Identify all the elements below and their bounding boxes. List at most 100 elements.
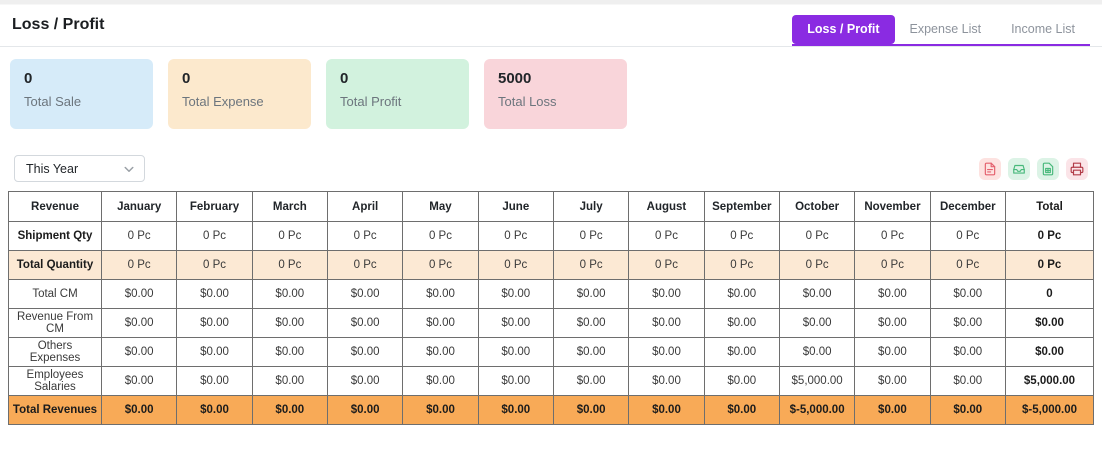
table-cell: $0.00: [176, 308, 253, 338]
column-header: September: [703, 191, 780, 222]
total-profit-label: Total Profit: [340, 94, 402, 109]
column-header: Total: [1005, 191, 1094, 222]
table-head-row: Revenue January February March April May June J…: [8, 191, 1094, 222]
column-header: Revenue: [8, 191, 102, 222]
table-cell: 0 Pc: [100, 250, 178, 280]
table-cell: 0 Pc: [703, 221, 780, 251]
summary-cards: 0 Total Sale 0 Total Expense 0 Total Pro…: [0, 47, 1102, 129]
table-row: Shipment Qty 0 Pc 0 Pc 0 Pc 0 Pc 0 Pc 0 Pc 0 Pc…: [8, 221, 1094, 251]
table-cell: 0 Pc: [1005, 250, 1094, 280]
table-cell: 0 Pc: [929, 221, 1007, 251]
table-cell: $0.00: [176, 279, 253, 309]
table-cell: $0.00: [1005, 337, 1094, 367]
tab-loss-profit[interactable]: Loss / Profit: [792, 15, 895, 44]
table-cell: 0 Pc: [100, 221, 178, 251]
page-title: Loss / Profit: [12, 16, 105, 33]
table-cell: $0.00: [402, 337, 479, 367]
total-expense-label: Total Expense: [182, 94, 264, 109]
table-cell: 0 Pc: [326, 250, 404, 280]
table-cell: $0.00: [628, 308, 705, 338]
table-cell: $0.00: [477, 337, 554, 367]
tab-expense-list[interactable]: Expense List: [909, 22, 982, 36]
table-row: Total CM $0.00 $0.00 $0.00 $0.00 $0.00 $0.00 $0…: [8, 279, 1094, 309]
table-cell: $0.00: [703, 395, 780, 425]
table-cell: $0.00: [402, 395, 479, 425]
table-cell: $0.00: [326, 395, 404, 425]
table-cell: $0.00: [854, 337, 931, 367]
excel-export-button[interactable]: [1037, 157, 1059, 180]
table-cell: 0 Pc: [251, 250, 328, 280]
table-cell: 0 Pc: [477, 221, 554, 251]
row-label: Employees Salaries: [8, 366, 102, 396]
table-cell: $0.00: [251, 279, 328, 309]
total-sale-value: 0: [24, 70, 33, 87]
tab-bar: Loss / Profit Expense List Income List: [792, 15, 1090, 46]
page-top-edge: [0, 0, 1102, 5]
table-row: Others Expenses $0.00 $0.00 $0.00 $0.00 $0.00…: [8, 337, 1094, 367]
table-cell: $0.00: [477, 395, 554, 425]
total-loss-card: 5000 Total Loss: [484, 59, 627, 129]
table-cell: 0: [1005, 279, 1094, 309]
table-cell: $0.00: [100, 279, 178, 309]
table-cell: 0 Pc: [402, 221, 479, 251]
table-cell: $0.00: [929, 279, 1007, 309]
table-cell: $0.00: [854, 366, 931, 396]
table-cell: $0.00: [929, 337, 1007, 367]
column-header: October: [778, 191, 856, 222]
row-label: Total Revenues: [8, 395, 102, 425]
table-cell: 0 Pc: [251, 221, 328, 251]
table-cell: $0.00: [100, 337, 178, 367]
total-profit-card: 0 Total Profit: [326, 59, 469, 129]
table-cell: $0.00: [402, 366, 479, 396]
table-cell: $0.00: [326, 279, 404, 309]
period-select-value: This Year: [26, 161, 79, 176]
table-cell: 0 Pc: [477, 250, 554, 280]
table-controls: This Year: [0, 129, 1102, 182]
revenue-table: Revenue January February March April May June J…: [8, 191, 1094, 425]
pdf-file-icon: [983, 162, 997, 176]
table-cell: 0 Pc: [402, 250, 479, 280]
pdf-export-button[interactable]: [979, 157, 1001, 180]
table-cell: 0 Pc: [703, 250, 780, 280]
table-cell: $0.00: [703, 279, 780, 309]
table-row: Employees Salaries $0.00 $0.00 $0.00 $0.00 $0…: [8, 366, 1094, 396]
table-body: Shipment Qty 0 Pc 0 Pc 0 Pc 0 Pc 0 Pc 0 Pc 0 Pc…: [8, 221, 1094, 425]
column-header: March: [251, 191, 328, 222]
table-cell: $0.00: [778, 337, 856, 367]
tab-income-list[interactable]: Income List: [1011, 22, 1075, 36]
table-cell: 0 Pc: [854, 250, 931, 280]
print-button[interactable]: [1066, 157, 1088, 180]
table-cell: $0.00: [778, 279, 856, 309]
revenue-table-container: Revenue January February March April May June J…: [0, 182, 1102, 425]
column-header: May: [402, 191, 479, 222]
printer-icon: [1070, 162, 1084, 176]
table-cell: $0.00: [929, 395, 1007, 425]
download-tray-icon: [1012, 162, 1026, 176]
table-cell: $0.00: [703, 337, 780, 367]
table-cell: $0.00: [326, 366, 404, 396]
column-header: June: [477, 191, 554, 222]
table-cell: $0.00: [552, 337, 630, 367]
table-cell: $0.00: [552, 395, 630, 425]
table-cell: $0.00: [251, 366, 328, 396]
table-row: Total Quantity 0 Pc 0 Pc 0 Pc 0 Pc 0 Pc 0 Pc 0 …: [8, 250, 1094, 280]
table-row: Revenue From CM $0.00 $0.00 $0.00 $0.00 $0.00…: [8, 308, 1094, 338]
period-select[interactable]: This Year: [14, 155, 145, 182]
table-cell: $0.00: [402, 279, 479, 309]
table-cell: $0.00: [100, 308, 178, 338]
table-cell: $0.00: [477, 366, 554, 396]
total-loss-label: Total Loss: [498, 94, 557, 109]
table-cell: 0 Pc: [628, 221, 705, 251]
row-label: Total Quantity: [8, 250, 102, 280]
csv-export-button[interactable]: [1008, 157, 1030, 180]
table-cell: $5,000.00: [1005, 366, 1094, 396]
table-cell: $0.00: [251, 337, 328, 367]
column-header: April: [326, 191, 404, 222]
total-profit-value: 0: [340, 70, 349, 87]
table-cell: $0.00: [778, 308, 856, 338]
table-cell: $0.00: [854, 395, 931, 425]
table-cell: $0.00: [402, 308, 479, 338]
table-cell: $0.00: [552, 308, 630, 338]
table-cell: $0.00: [854, 308, 931, 338]
export-buttons: [979, 157, 1088, 180]
